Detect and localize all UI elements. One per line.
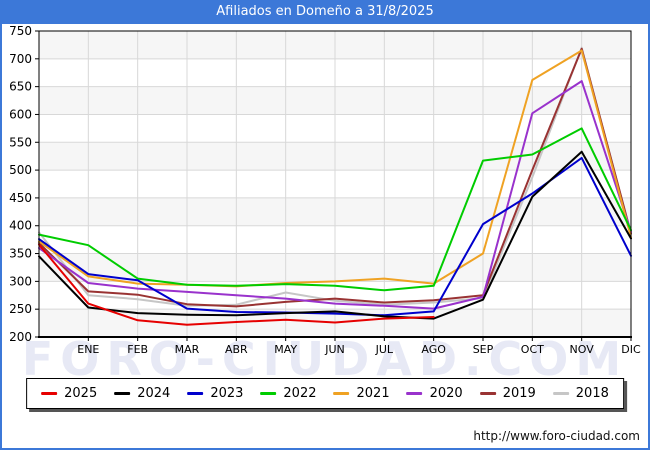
legend-swatch-2024 (114, 392, 131, 395)
legend-label: 2025 (64, 386, 98, 401)
y-tick-label: 650 (9, 80, 32, 94)
series-line-2024 (38, 150, 632, 320)
legend-swatch-2021 (333, 392, 350, 395)
legend-label: 2018 (575, 386, 609, 401)
x-tick-label: SEP (473, 343, 494, 356)
legend-swatch-2025 (41, 392, 58, 395)
x-tick-label: MAY (274, 343, 297, 356)
legend-swatch-2018 (552, 392, 569, 395)
series-line-2021 (38, 49, 632, 288)
legend-label: 2020 (429, 386, 463, 401)
legend-label: 2024 (137, 386, 171, 401)
chart-series (38, 46, 632, 326)
site-url: http://www.foro-ciudad.com (473, 429, 640, 443)
legend-swatch-2019 (479, 392, 496, 395)
y-tick-label: 550 (9, 135, 32, 149)
legend-label: 2022 (283, 386, 317, 401)
x-tick-label: DIC (621, 343, 641, 356)
series-line-2022 (38, 127, 632, 292)
legend-item-2020: 2020 (406, 386, 463, 401)
series-line-2020 (38, 80, 632, 310)
y-tick-label: 600 (9, 107, 32, 121)
y-axis-labels: 200 250 300 350 400 450 500 550 600 650 700 750 (9, 24, 32, 344)
series-line-2018 (38, 46, 632, 307)
legend-item-2023: 2023 (187, 386, 243, 401)
x-axis-labels: ENE FEB MAR ABR MAY JUN JUL AGO SEP OCT NOV DIC (77, 343, 641, 356)
legend-item-2022: 2022 (260, 386, 317, 401)
legend-label: 2023 (210, 386, 244, 401)
legend-swatch-2023 (187, 392, 204, 395)
y-tick-label: 700 (9, 52, 32, 66)
series-line-2019 (38, 47, 632, 308)
y-tick-label: 750 (9, 24, 32, 38)
chart-axes (35, 30, 632, 341)
legend-item-2021: 2021 (333, 386, 390, 401)
x-tick-label: AGO (421, 343, 446, 356)
page-title: Afiliados en Domeño a 31/8/2025 (2, 2, 648, 24)
y-tick-label: 300 (9, 274, 32, 288)
legend-swatch-2022 (260, 392, 277, 395)
x-tick-label: NOV (570, 343, 595, 356)
legend-swatch-2020 (406, 392, 423, 395)
watermark: FORO-CIUDAD.COM (21, 332, 629, 386)
y-tick-label: 350 (9, 247, 32, 261)
legend-item-2025: 2025 (41, 386, 97, 401)
x-tick-label: JUN (324, 343, 345, 356)
legend-item-2024: 2024 (114, 386, 170, 401)
legend-label: 2021 (356, 386, 390, 401)
y-tick-label: 250 (9, 302, 32, 316)
legend-item-2019: 2019 (479, 386, 536, 401)
legend: 2025 2024 2023 2022 2021 2020 2019 2018 (26, 378, 624, 409)
x-tick-label: ENE (77, 343, 99, 356)
series-line-2025 (38, 243, 435, 326)
x-tick-label: OCT (521, 343, 544, 356)
y-tick-label: 400 (9, 219, 32, 233)
series-line-2023 (38, 156, 632, 317)
y-tick-label: 500 (9, 163, 32, 177)
y-tick-label: 200 (9, 330, 32, 344)
x-tick-label: ABR (225, 343, 248, 356)
legend-label: 2019 (502, 386, 536, 401)
x-tick-label: MAR (175, 343, 200, 356)
x-tick-label: JUL (375, 343, 394, 356)
legend-item-2018: 2018 (552, 386, 609, 401)
x-tick-label: FEB (127, 343, 148, 356)
y-tick-label: 450 (9, 191, 32, 205)
